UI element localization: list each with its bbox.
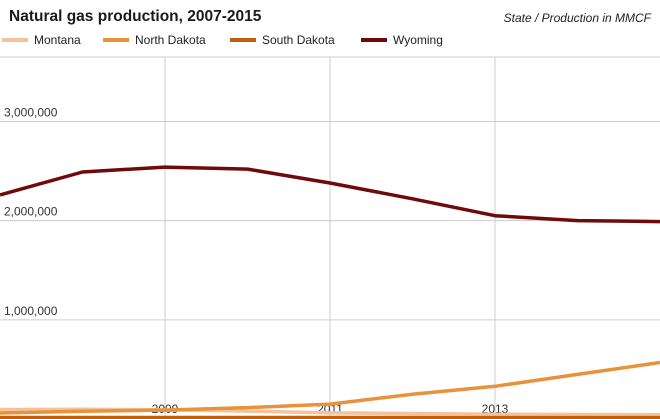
vertical-gridlines xyxy=(164,57,496,419)
series-line-wyoming xyxy=(0,165,660,224)
series-lines xyxy=(0,165,660,419)
series-line-north-dakota xyxy=(0,360,660,415)
legend-item-north-dakota: North Dakota xyxy=(103,33,206,47)
y-axis-labels: 1,000,000 2,000,000 3,000,000 xyxy=(4,105,58,317)
legend-swatch-south-dakota xyxy=(230,37,256,42)
legend-label-north-dakota: North Dakota xyxy=(135,33,206,47)
legend-label-wyoming: Wyoming xyxy=(393,33,443,47)
legend-swatch-wyoming xyxy=(361,37,387,42)
y-tick-label-1000000: 1,000,000 xyxy=(4,304,58,318)
legend-item-wyoming: Wyoming xyxy=(361,33,443,47)
y-tick-label-3000000: 3,000,000 xyxy=(4,105,58,119)
legend-item-south-dakota: South Dakota xyxy=(230,33,335,47)
legend-label-montana: Montana xyxy=(34,33,81,47)
legend-label-south-dakota: South Dakota xyxy=(262,33,335,47)
legend-swatch-north-dakota xyxy=(103,37,129,42)
chart-title: Natural gas production, 2007-2015 xyxy=(9,8,262,25)
legend-swatch-montana xyxy=(2,37,28,42)
y-tick-label-2000000: 2,000,000 xyxy=(4,205,58,219)
legend-item-montana: Montana xyxy=(2,33,81,47)
chart-subtitle: State / Production in MMCF xyxy=(503,11,651,25)
